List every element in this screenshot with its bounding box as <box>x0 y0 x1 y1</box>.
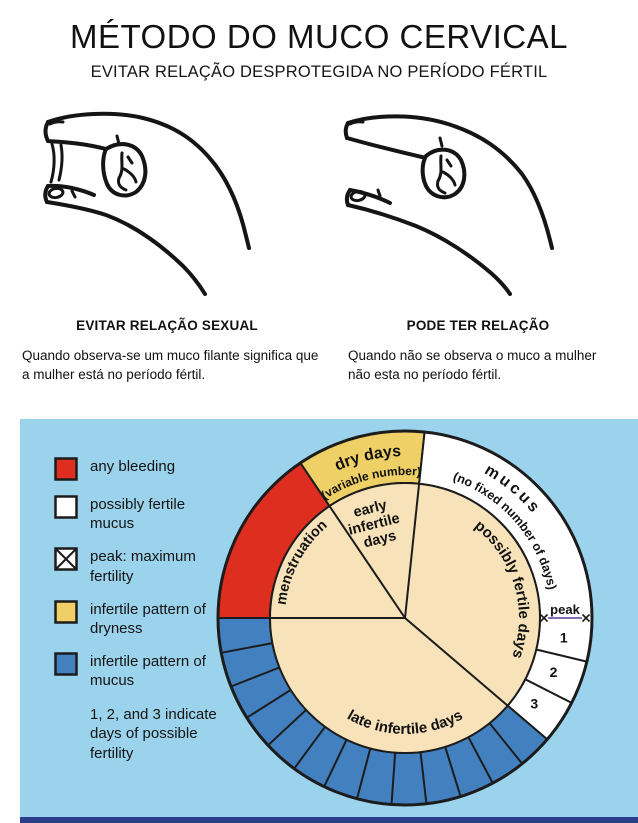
day-1-label: 1 <box>560 630 568 646</box>
knuckle-crease <box>436 154 443 183</box>
index-finger-tip <box>343 121 350 140</box>
outer-cycle-border <box>216 429 594 807</box>
index-finger-underside <box>345 136 428 160</box>
hand-top-contour <box>46 111 251 250</box>
fingernail-thumb <box>47 186 65 200</box>
thumb-tip <box>344 188 352 207</box>
hand-open-no-mucus-illustration <box>343 114 554 296</box>
legend-item-any-bleeding: any bleeding <box>54 457 234 481</box>
knuckle-crease <box>436 179 447 195</box>
legend-label: any bleeding <box>90 458 176 475</box>
right-caption-heading: PODE TER RELAÇÃO <box>406 318 550 333</box>
bottom-navy-bar <box>20 817 638 823</box>
knuckle-crease <box>122 167 138 184</box>
hand-bottom-contour <box>346 203 512 296</box>
legend-label: infertile pattern of dryness <box>90 600 206 637</box>
knuckle-crease <box>117 176 128 192</box>
legend: any bleeding possibly fertile mucus peak… <box>54 457 234 763</box>
fingernail-index <box>48 120 65 126</box>
fingernail-thumb <box>349 189 367 203</box>
crossed-box-icon <box>54 547 78 572</box>
right-caption-body: Quando não se observa o muco a mulher nã… <box>348 348 597 382</box>
legend-item-infertile-dryness: infertile pattern of dryness <box>54 600 234 638</box>
skin-tick <box>376 188 382 198</box>
legend-item-peak-maximum-fertility: peak: maximum fertility <box>54 547 234 585</box>
knuckle-crease <box>441 170 457 187</box>
day-2-label: 2 <box>550 664 558 680</box>
legend-item-infertile-mucus: infertile pattern of mucus <box>54 652 234 690</box>
hand-pinch-mucus-illustration <box>43 111 251 296</box>
page-title: MÉTODO DO MUCO CERVICAL <box>69 18 568 55</box>
hand-top-contour <box>346 114 554 250</box>
cycle-wheel-diagram: peak dry days (variable number) mucus (n… <box>216 429 594 807</box>
mucus-strand <box>57 143 64 182</box>
page-header: MÉTODO DO MUCO CERVICAL EVITAR RELAÇÃO D… <box>0 18 638 82</box>
left-caption-column: EVITAR RELAÇÃO SEXUAL Quando observa-se … <box>14 318 320 385</box>
legend-note: 1, 2, and 3 indicate days of possible fe… <box>90 705 217 762</box>
knuckle-crease <box>117 151 124 180</box>
fingernail-index <box>348 120 365 126</box>
day-3-label: 3 <box>530 696 538 712</box>
index-finger-underside <box>46 139 108 151</box>
fertile-day-dividers <box>524 648 588 704</box>
skin-tick <box>438 136 444 148</box>
blue-ring-day-dividers <box>221 642 523 805</box>
legend-label: possibly fertile mucus <box>90 496 186 533</box>
peak-marker: peak <box>539 602 591 623</box>
hand-bottom-contour <box>45 200 207 296</box>
skin-tick <box>70 189 77 199</box>
cycle-diagram-panel: any bleeding possibly fertile mucus peak… <box>20 419 638 823</box>
knuckle-crease <box>445 158 453 168</box>
legend-item-possibly-fertile-mucus: possibly fertile mucus <box>54 495 234 533</box>
red-swatch-icon <box>54 457 78 481</box>
peak-label: peak <box>550 602 580 617</box>
page-subtitle: EVITAR RELAÇÃO DESPROTEGIDA NO PERÍODO F… <box>90 63 548 81</box>
left-caption-body: Quando observa-se um muco filante signif… <box>22 348 319 382</box>
index-finger-tip <box>43 120 50 143</box>
inner-sector-lines <box>270 483 509 707</box>
legend-label: peak: maximum fertility <box>90 548 196 585</box>
thumb-top-edge <box>348 188 392 205</box>
right-caption-column: PODE TER RELAÇÃO Quando não se observa o… <box>340 318 616 385</box>
blue-swatch-icon <box>54 652 78 676</box>
thumb-top-edge <box>46 183 96 197</box>
knuckle-crease <box>126 155 134 165</box>
skin-tick <box>115 134 121 146</box>
yellow-swatch-icon <box>54 600 78 624</box>
mucus-strand <box>49 142 56 184</box>
left-caption-heading: EVITAR RELAÇÃO SEXUAL <box>76 318 258 333</box>
white-swatch-icon <box>54 495 78 519</box>
legend-label: infertile pattern of mucus <box>90 653 206 690</box>
early-infertile-days-label: early infertile days <box>343 494 409 554</box>
